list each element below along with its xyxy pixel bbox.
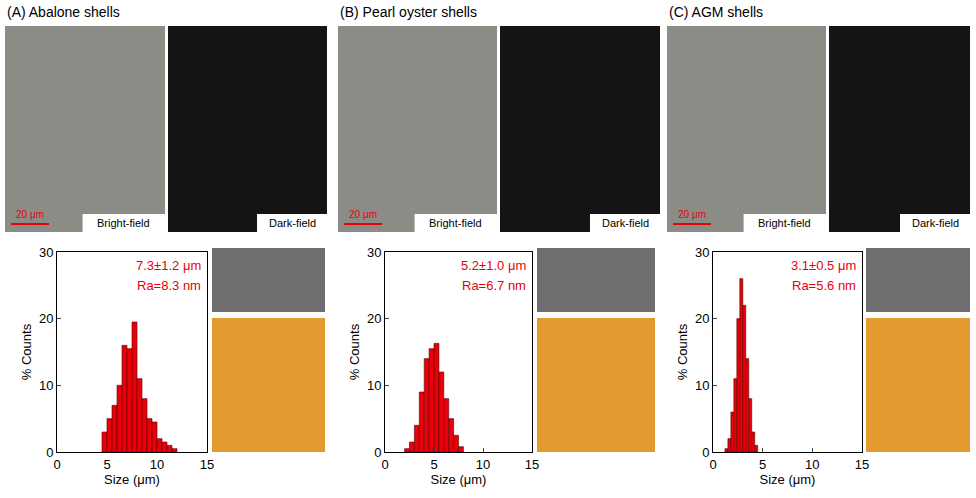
svg-text:30: 30 bbox=[39, 245, 53, 260]
svg-text:0: 0 bbox=[709, 457, 716, 472]
svg-text:Dark-field: Dark-field bbox=[269, 217, 316, 229]
svg-text:5: 5 bbox=[430, 457, 437, 472]
svg-text:% Counts: % Counts bbox=[675, 323, 690, 380]
svg-text:Size (μm): Size (μm) bbox=[104, 472, 160, 487]
svg-text:10: 10 bbox=[367, 378, 381, 393]
svg-text:(A) Abalone shells: (A) Abalone shells bbox=[7, 4, 120, 20]
svg-text:Size (μm): Size (μm) bbox=[431, 472, 487, 487]
svg-text:(C) AGM shells: (C) AGM shells bbox=[669, 4, 763, 20]
svg-text:10: 10 bbox=[476, 457, 490, 472]
svg-text:Bright-field: Bright-field bbox=[97, 217, 150, 229]
svg-text:Bright-field: Bright-field bbox=[758, 217, 811, 229]
svg-text:20 μm: 20 μm bbox=[16, 209, 44, 220]
svg-text:Dark-field: Dark-field bbox=[602, 217, 649, 229]
svg-text:10: 10 bbox=[805, 457, 819, 472]
svg-text:0: 0 bbox=[381, 457, 388, 472]
svg-text:0: 0 bbox=[46, 445, 53, 460]
svg-text:% Counts: % Counts bbox=[347, 323, 362, 380]
svg-text:Ra=6.7 nm: Ra=6.7 nm bbox=[462, 278, 526, 293]
svg-text:Dark-field: Dark-field bbox=[912, 217, 959, 229]
svg-text:15: 15 bbox=[855, 457, 869, 472]
svg-text:5: 5 bbox=[103, 457, 110, 472]
svg-text:20: 20 bbox=[39, 311, 53, 326]
svg-text:10: 10 bbox=[39, 378, 53, 393]
svg-text:20: 20 bbox=[695, 311, 709, 326]
svg-text:10: 10 bbox=[150, 457, 164, 472]
svg-text:0: 0 bbox=[374, 445, 381, 460]
svg-text:20 μm: 20 μm bbox=[349, 209, 377, 220]
svg-text:30: 30 bbox=[695, 245, 709, 260]
svg-text:15: 15 bbox=[525, 457, 539, 472]
svg-text:7.3±1.2 μm: 7.3±1.2 μm bbox=[136, 258, 201, 273]
svg-text:5.2±1.0 μm: 5.2±1.0 μm bbox=[461, 258, 526, 273]
svg-text:10: 10 bbox=[695, 378, 709, 393]
svg-text:0: 0 bbox=[53, 457, 60, 472]
svg-text:5: 5 bbox=[759, 457, 766, 472]
svg-text:15: 15 bbox=[200, 457, 214, 472]
svg-text:Size (μm): Size (μm) bbox=[760, 472, 816, 487]
svg-text:Bright-field: Bright-field bbox=[429, 217, 482, 229]
svg-text:20: 20 bbox=[367, 311, 381, 326]
svg-text:% Counts: % Counts bbox=[19, 323, 34, 380]
svg-text:Ra=5.6 nm: Ra=5.6 nm bbox=[792, 278, 856, 293]
svg-text:3.1±0.5 μm: 3.1±0.5 μm bbox=[791, 258, 856, 273]
svg-text:0: 0 bbox=[702, 445, 709, 460]
svg-text:30: 30 bbox=[367, 245, 381, 260]
svg-text:(B) Pearl oyster shells: (B) Pearl oyster shells bbox=[340, 4, 477, 20]
svg-text:Ra=8.3 nm: Ra=8.3 nm bbox=[137, 278, 201, 293]
svg-text:20 μm: 20 μm bbox=[678, 209, 706, 220]
